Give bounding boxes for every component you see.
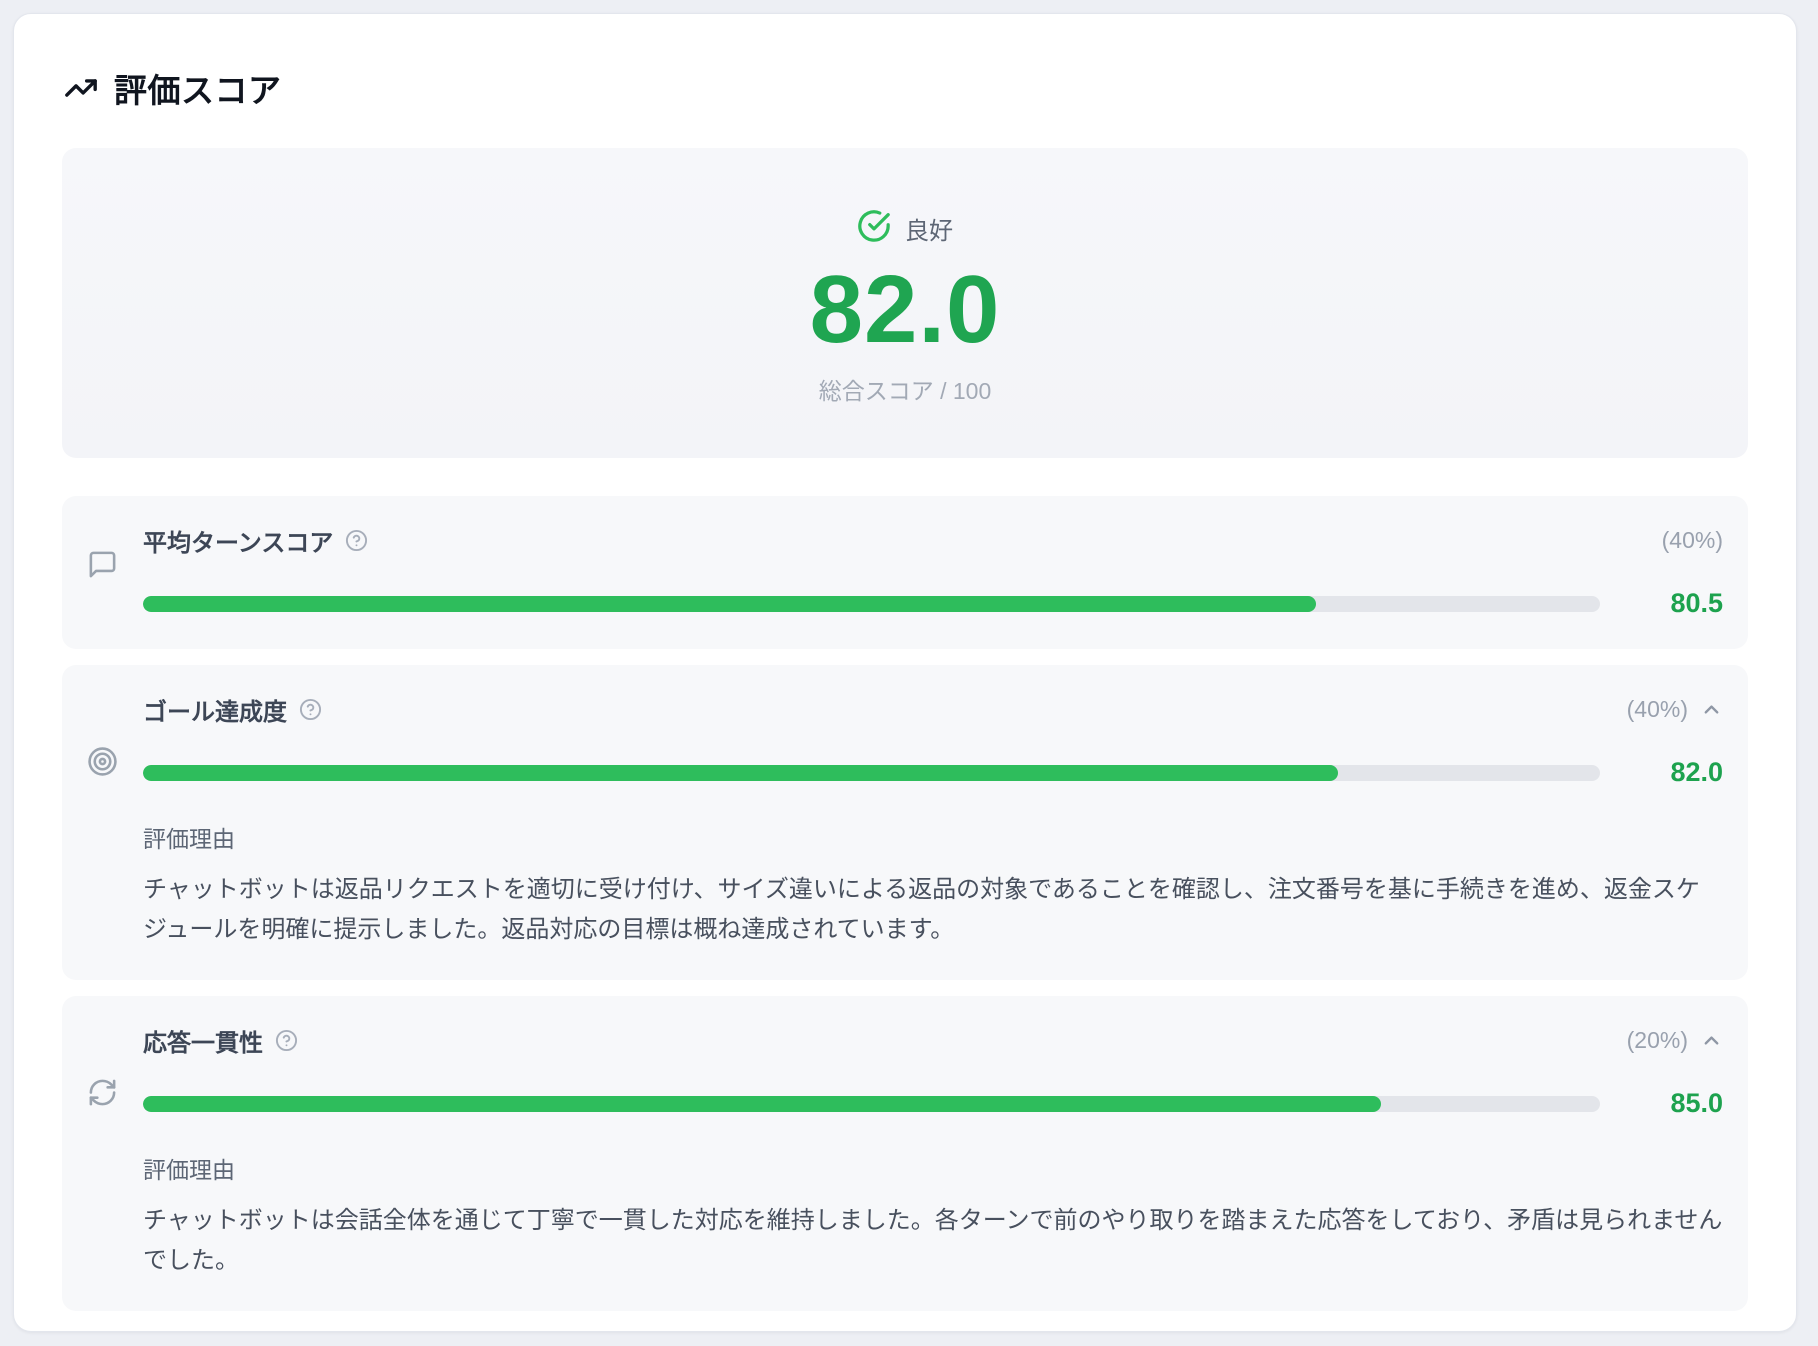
chevron-up-icon[interactable] xyxy=(1700,1029,1723,1052)
progress-bar-fill xyxy=(143,1095,1382,1112)
chat-bubble-icon xyxy=(62,523,143,619)
reason-block: 評価理由 チャットボットは会話全体を通じて丁寧で一貫した対応を維持しました。各タ… xyxy=(143,1151,1723,1281)
overall-score-caption: 総合スコア / 100 xyxy=(818,378,992,404)
metric-label: 平均ターンスコア xyxy=(143,530,334,557)
progress-bar-fill xyxy=(143,764,1338,781)
target-icon xyxy=(62,692,143,950)
status-row: 良好 xyxy=(857,209,953,248)
metric-weight: (40%) xyxy=(1626,696,1688,722)
reason-block: 評価理由 チャットボットは返品リクエストを適切に受け付け、サイズ違いによる返品の… xyxy=(143,820,1723,950)
metric-card-average-turn: 平均ターンスコア (40%) 80.5 xyxy=(62,496,1748,649)
help-icon[interactable] xyxy=(275,1029,298,1052)
overall-score-card: 良好 82.0 総合スコア / 100 xyxy=(62,148,1748,458)
metric-label: ゴール達成度 xyxy=(143,699,287,726)
progress-bar xyxy=(143,1095,1600,1112)
status-badge: 良好 xyxy=(905,217,953,245)
check-circle-icon xyxy=(857,209,891,248)
chevron-up-icon[interactable] xyxy=(1700,698,1723,721)
metric-weight: (20%) xyxy=(1626,1027,1688,1053)
metric-score: 82.0 xyxy=(1670,757,1723,787)
help-icon[interactable] xyxy=(299,698,322,721)
reason-text: チャットボットは返品リクエストを適切に受け付け、サイズ違いによる返品の対象である… xyxy=(143,876,1700,943)
progress-bar xyxy=(143,764,1600,781)
overall-score-value: 82.0 xyxy=(809,256,1001,363)
trending-up-icon xyxy=(64,71,98,105)
reason-title: 評価理由 xyxy=(143,1157,235,1183)
panel-header: 評価スコア xyxy=(64,64,1748,112)
refresh-icon xyxy=(62,1023,143,1281)
metric-card-response-consistency: 応答一貫性 (20%) xyxy=(62,996,1748,1311)
evaluation-score-panel: 評価スコア 良好 82.0 総合スコア / 100 平均ターンスコア xyxy=(13,13,1797,1332)
progress-bar xyxy=(143,595,1600,612)
reason-text: チャットボットは会話全体を通じて丁寧で一貫した対応を維持しました。各ターンで前の… xyxy=(143,1207,1723,1274)
progress-bar-fill xyxy=(143,595,1316,612)
metric-score: 80.5 xyxy=(1670,588,1723,618)
metric-score: 85.0 xyxy=(1670,1088,1723,1118)
page-title: 評価スコア xyxy=(114,72,282,109)
help-icon[interactable] xyxy=(345,529,368,552)
metric-label: 応答一貫性 xyxy=(143,1030,263,1057)
metric-weight: (40%) xyxy=(1661,527,1723,553)
metric-card-goal-achievement: ゴール達成度 (40%) xyxy=(62,665,1748,980)
reason-title: 評価理由 xyxy=(143,826,235,852)
